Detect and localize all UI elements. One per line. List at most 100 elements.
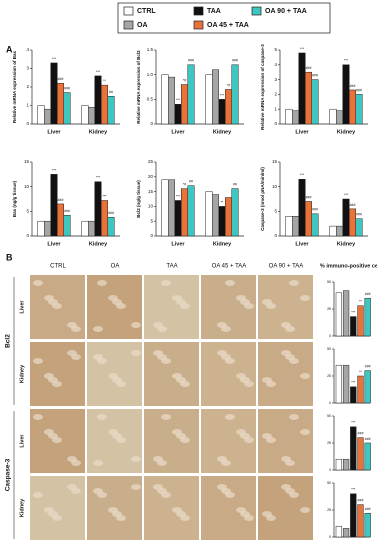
y-tick-label: 50 xyxy=(327,414,331,418)
tissue-texture xyxy=(44,295,54,301)
bar xyxy=(357,375,364,404)
legend-frame xyxy=(117,2,331,34)
tissue-texture xyxy=(236,373,246,379)
tissue-texture xyxy=(300,295,310,301)
y-tick-label: 5 xyxy=(26,209,29,214)
bar xyxy=(355,218,363,237)
tissue-texture xyxy=(262,511,272,517)
y-tick-label: 0 xyxy=(150,233,153,238)
y-axis-label: Relative mRNA expression of Bax xyxy=(12,50,17,123)
bar xyxy=(168,179,175,237)
significance-mark: ** xyxy=(103,79,106,83)
legend-label: OA 45 + TAA xyxy=(207,22,249,29)
tissue-texture xyxy=(33,358,43,364)
bar xyxy=(364,442,371,471)
bar xyxy=(174,200,182,237)
significance-mark: ### xyxy=(64,209,70,213)
significance-mark: ### xyxy=(358,499,364,503)
column-label: CTRL xyxy=(50,264,66,270)
bar xyxy=(37,105,45,125)
y-tick-label: 0 xyxy=(329,468,331,472)
bar xyxy=(298,179,306,237)
bar xyxy=(57,83,64,125)
micrograph xyxy=(144,275,199,339)
tissue-texture xyxy=(225,414,235,420)
significance-mark: *** xyxy=(351,488,356,492)
x-tick-label: Kidney xyxy=(89,129,108,135)
bar xyxy=(168,76,175,125)
bar xyxy=(364,512,371,538)
tissue-texture xyxy=(44,429,54,435)
significance-mark: *** xyxy=(351,381,356,385)
bar xyxy=(342,458,350,471)
y-tick-label: 20 xyxy=(148,174,154,179)
bar xyxy=(342,364,350,404)
significance-mark: ### xyxy=(64,86,70,90)
bar xyxy=(205,74,213,125)
y-tick-label: 0 xyxy=(274,233,277,238)
y-tick-label: 25 xyxy=(148,159,154,164)
significance-mark: ## xyxy=(189,180,193,184)
significance-mark: ### xyxy=(312,208,318,212)
tissue-texture xyxy=(153,350,163,356)
bar xyxy=(187,185,195,237)
significance-mark: ### xyxy=(365,437,371,441)
tissue-texture xyxy=(281,322,291,328)
y-tick-label: 10 xyxy=(148,204,154,209)
bar xyxy=(101,200,108,237)
y-tick-label: 0 xyxy=(274,121,277,126)
tissue-texture xyxy=(289,414,299,420)
bar xyxy=(50,174,58,237)
bar xyxy=(336,110,343,125)
bar xyxy=(205,191,213,237)
significance-mark: ### xyxy=(358,432,364,436)
y-tick-label: 15 xyxy=(272,159,278,164)
tissue-texture xyxy=(236,429,246,435)
x-tick-label: Liver xyxy=(171,241,185,247)
tissue-texture xyxy=(281,350,291,356)
micrograph xyxy=(144,342,199,406)
y-tick-label: 0.5 xyxy=(147,97,154,102)
tissue-texture xyxy=(153,456,163,462)
significance-mark: *# xyxy=(183,183,186,187)
column-label: OA 45 + TAA xyxy=(212,264,247,270)
significance-mark: *** xyxy=(351,310,356,314)
bar xyxy=(187,64,195,125)
bar xyxy=(218,99,226,125)
group-label: Caspase-3 xyxy=(5,458,12,491)
significance-mark: ### xyxy=(188,59,194,63)
tissue-texture xyxy=(262,299,272,305)
significance-mark: ### xyxy=(312,74,318,78)
bar xyxy=(349,89,356,125)
tissue-texture xyxy=(131,456,141,462)
bar xyxy=(336,225,343,237)
significance-mark: ### xyxy=(108,211,114,215)
y-axis-label: Caspase-3 (nmol pNA/min/ml) xyxy=(260,167,265,231)
tissue-texture xyxy=(262,433,272,439)
bar xyxy=(63,92,71,125)
tissue-texture xyxy=(33,280,43,286)
significance-mark: ### xyxy=(232,59,238,63)
y-tick-label: 25 xyxy=(327,441,331,445)
bar xyxy=(231,64,239,125)
tissue-texture xyxy=(300,373,310,379)
significance-mark: ### xyxy=(306,195,312,199)
micrograph xyxy=(30,476,85,540)
column-label: % immuno-positive cells xyxy=(320,263,377,269)
bar xyxy=(88,107,95,125)
bar xyxy=(364,297,371,337)
y-tick-label: 1 xyxy=(274,106,277,111)
y-axis-label: Relative mRNA expression of Bcl2 xyxy=(136,50,141,124)
x-tick-label: Kidney xyxy=(213,129,232,135)
bar xyxy=(81,220,89,237)
y-axis-label: Bax (ng/g tissue) xyxy=(12,180,17,217)
tissue-texture xyxy=(262,377,272,383)
y-tick-label: 3 xyxy=(274,77,277,82)
y-tick-label: 3 xyxy=(26,66,29,71)
micrograph xyxy=(144,476,199,540)
tissue-texture xyxy=(44,373,54,379)
y-tick-label: 50 xyxy=(327,347,331,351)
tissue-texture xyxy=(93,488,103,494)
y-tick-label: 10 xyxy=(24,184,30,189)
tissue-texture xyxy=(67,484,77,490)
